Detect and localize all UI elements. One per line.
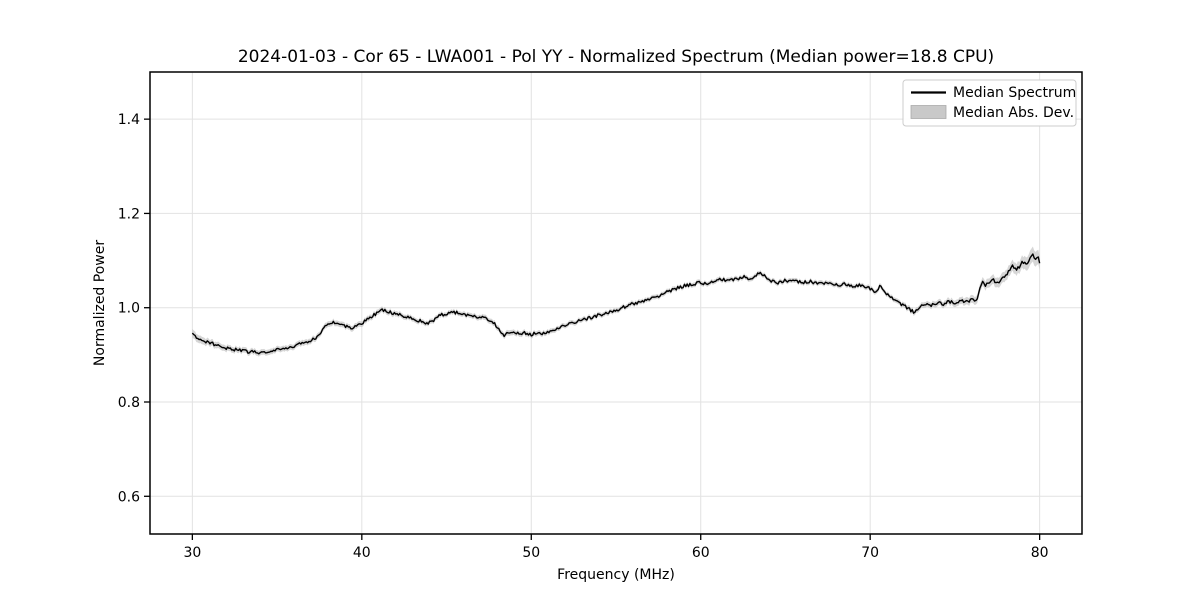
y-tick-label: 1.2 — [118, 206, 140, 222]
x-tick-label: 50 — [522, 545, 540, 561]
x-tick-label: 80 — [1031, 545, 1049, 561]
tick-labels: 30 40 50 60 70 80 0.6 0.8 1.0 1.2 1.4 — [118, 112, 1049, 561]
legend-patch-sample — [910, 105, 947, 119]
y-tick-label: 0.6 — [118, 489, 140, 505]
y-tick-label: 1.0 — [118, 301, 140, 317]
x-tick-label: 30 — [183, 545, 201, 561]
median-spectrum-line — [191, 253, 1041, 355]
legend-label-median-spectrum: Median Spectrum — [953, 85, 1076, 101]
y-tick-label: 1.4 — [118, 112, 140, 128]
axes — [149, 71, 1083, 535]
x-tick-label: 70 — [861, 545, 879, 561]
y-tick-label: 0.8 — [118, 395, 140, 411]
y-axis-label: Normalized Power — [92, 240, 108, 366]
tick-marks — [144, 118, 1041, 540]
x-tick-label: 60 — [692, 545, 710, 561]
mad-band — [192, 246, 1040, 357]
legend-label-median-abs-dev: Median Abs. Dev. — [953, 105, 1074, 121]
plot-body — [191, 246, 1041, 357]
chart-title: 2024-01-03 - Cor 65 - LWA001 - Pol YY - … — [238, 47, 994, 67]
x-tick-label: 40 — [353, 545, 371, 561]
x-axis-label: Frequency (MHz) — [557, 567, 675, 583]
gridlines — [150, 72, 1082, 534]
axes-spines — [149, 71, 1083, 535]
legend: Median Spectrum Median Abs. Dev. — [902, 79, 1077, 127]
